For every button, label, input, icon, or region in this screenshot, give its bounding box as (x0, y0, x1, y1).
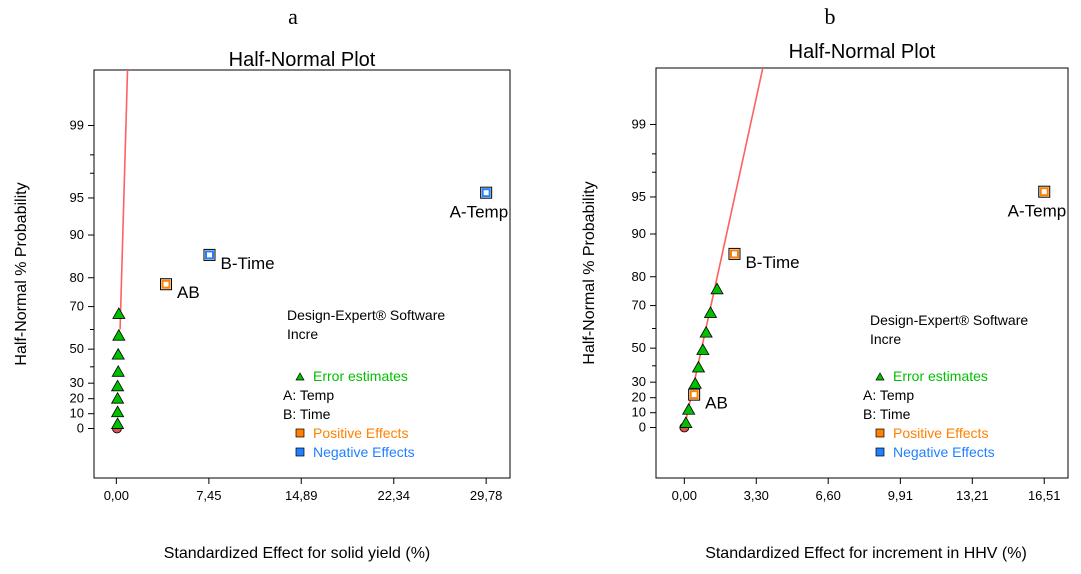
x-tick-label: 14,89 (285, 488, 318, 503)
data-point-error (112, 328, 126, 341)
x-tick-label: 13,21 (956, 488, 989, 503)
y-tick-label: 90 (632, 226, 646, 241)
panel-letter: b (825, 4, 836, 29)
legend-entry: A: Temp (283, 387, 334, 403)
data-point-effect-inner (481, 188, 491, 198)
chart-title: Half-Normal Plot (789, 41, 936, 63)
y-tick-label: 99 (632, 117, 646, 132)
legend-entry: A: Temp (863, 387, 914, 403)
y-tick-label: 90 (70, 227, 84, 242)
data-point-error (710, 282, 724, 295)
data-point-error (679, 416, 693, 428)
data-point-error (691, 360, 706, 373)
x-tick-label: 16,51 (1028, 488, 1061, 503)
data-point-error (696, 343, 710, 355)
panel-letter: a (288, 4, 298, 29)
y-tick-label: 30 (70, 375, 84, 390)
y-tick-label: 30 (632, 374, 646, 389)
legend-marker-square (875, 428, 885, 438)
legend-entry: Positive Effects (313, 425, 408, 441)
y-tick-label: 10 (632, 405, 646, 420)
legend-marker-square (295, 447, 305, 457)
x-axis-label: Standardized Effect for solid yield (%) (164, 545, 431, 562)
y-tick-label: 0 (77, 421, 84, 436)
legend-marker-square (295, 428, 305, 438)
legend-entry: Negative Effects (313, 444, 415, 460)
y-tick-label: 80 (632, 269, 646, 284)
x-tick-label: 0,00 (672, 488, 697, 503)
software-note: Incre (870, 331, 901, 347)
y-tick-label: 20 (70, 391, 84, 406)
x-tick-label: 29,78 (470, 488, 503, 503)
software-note: Design-Expert® Software (287, 307, 445, 323)
data-point-error (699, 325, 713, 338)
legend-entry: Error estimates (313, 368, 408, 384)
legend-marker-triangle (295, 372, 305, 381)
reference-line (119, 70, 129, 330)
y-axis-label: Half-Normal % Probability (13, 182, 30, 365)
data-point-error (682, 402, 696, 415)
data-point-error (110, 417, 125, 429)
legend-entry: B: Time (863, 406, 911, 422)
data-point-effect-inner (689, 390, 699, 400)
data-point-error (110, 379, 125, 392)
data-point-effect-inner (1039, 187, 1049, 197)
x-tick-label: 9,91 (888, 488, 913, 503)
y-tick-label: 95 (70, 190, 84, 205)
data-label: AB (705, 394, 728, 413)
software-note: Incre (287, 326, 318, 342)
data-label: A-Temp (450, 203, 509, 222)
x-tick-label: 6,60 (816, 488, 841, 503)
y-tick-label: 70 (70, 299, 84, 314)
y-tick-label: 50 (632, 340, 646, 355)
data-point-effect-inner (204, 250, 214, 260)
data-point-effect-inner (729, 249, 739, 259)
chart-panel-a: a Half-Normal Plot 0,00 7,45 14,89 22,34 29,78… (13, 4, 511, 562)
plot-frame (93, 69, 511, 479)
data-point-error (110, 405, 125, 418)
legend-marker-triangle (875, 372, 885, 381)
x-tick-label: 22,34 (377, 488, 410, 503)
y-tick-label: 10 (70, 406, 84, 421)
data-label: B-Time (220, 254, 274, 273)
chart-panel-b: b Half-Normal Plot 0,00 3,30 6,60 9,91 13,21 16… (581, 4, 1069, 562)
data-point-error (703, 306, 718, 318)
y-tick-label: 70 (632, 298, 646, 313)
y-tick-label: 80 (70, 270, 84, 285)
legend-entry: Negative Effects (893, 444, 995, 460)
x-axis-label: Standardized Effect for increment in HHV… (705, 545, 1027, 562)
data-point-error (111, 365, 125, 377)
y-axis-label: Half-Normal % Probability (581, 181, 598, 364)
data-point-error (111, 347, 125, 360)
y-tick-label: 50 (70, 341, 84, 356)
legend-entry: Positive Effects (893, 425, 988, 441)
y-tick-label: 95 (632, 189, 646, 204)
y-tick-label: 99 (70, 118, 84, 133)
reference-line (683, 68, 764, 428)
x-tick-label: 7,45 (196, 488, 221, 503)
data-label: B-Time (745, 253, 799, 272)
plot-frame (655, 67, 1069, 479)
x-tick-label: 0,00 (104, 488, 129, 503)
legend-marker-square (875, 447, 885, 457)
data-point-error (688, 376, 702, 389)
chart-title: Half-Normal Plot (229, 49, 376, 71)
legend-entry: Error estimates (893, 368, 988, 384)
y-tick-label: 0 (639, 420, 646, 435)
data-label: AB (177, 283, 200, 302)
data-point-error (110, 391, 125, 404)
legend-entry: B: Time (283, 406, 331, 422)
data-label: A-Temp (1008, 202, 1067, 221)
data-point-error (112, 307, 126, 319)
x-tick-label: 3,30 (744, 488, 769, 503)
data-point-effect-inner (161, 279, 171, 289)
y-tick-label: 20 (632, 390, 646, 405)
software-note: Design-Expert® Software (870, 312, 1028, 328)
